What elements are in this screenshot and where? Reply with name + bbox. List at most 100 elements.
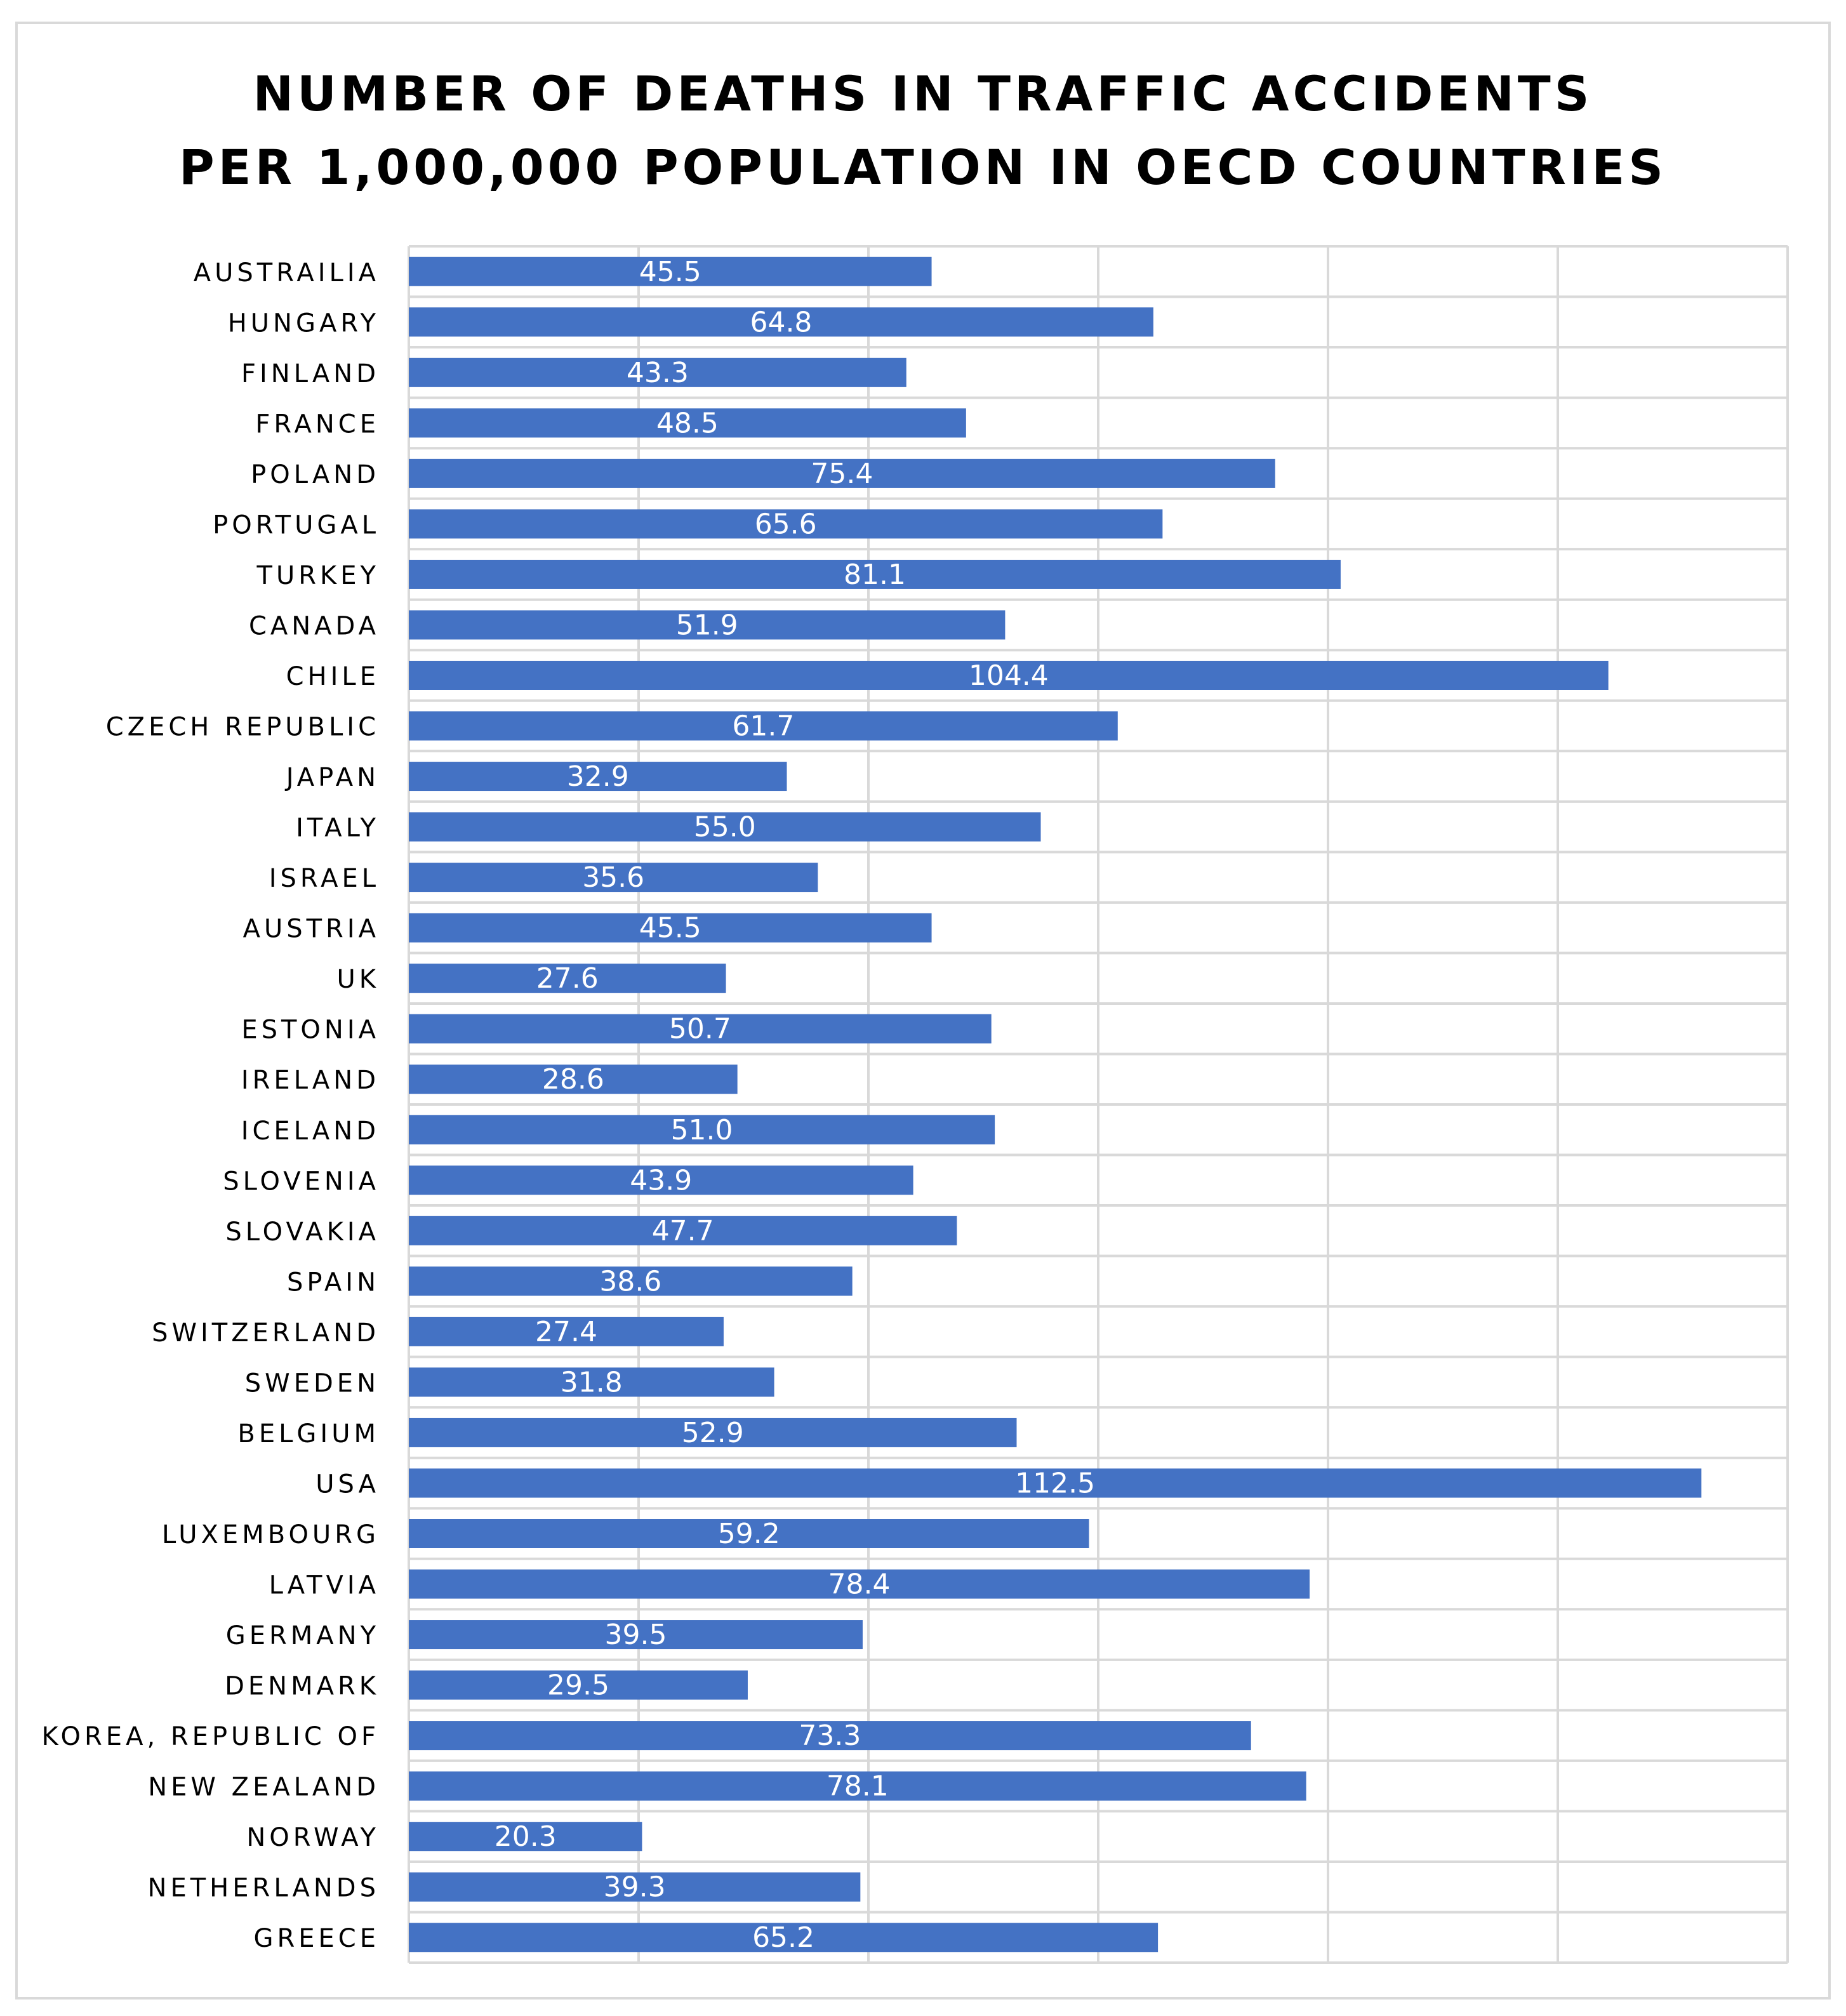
chart-title-line-2: PER 1,000,000 POPULATION IN OECD COUNTRI… <box>178 139 1667 196</box>
bar <box>409 1569 1310 1599</box>
category-label: JAPAN <box>284 763 380 792</box>
data-label: 47.7 <box>652 1215 714 1247</box>
data-label: 61.7 <box>732 710 794 743</box>
label-layer: 45.5 AUSTRAILIA 64.8 HUNGARY 43.3 FINLAND 48.5… <box>41 256 1095 1954</box>
category-label: SPAIN <box>287 1268 380 1297</box>
category-label: AUSTRIA <box>243 915 380 944</box>
category-label: ISRAEL <box>269 864 380 893</box>
category-label: SLOVENIA <box>223 1167 380 1196</box>
category-label: LUXEMBOURG <box>162 1520 380 1549</box>
bar <box>409 1266 853 1296</box>
chart-frame <box>15 22 1831 1999</box>
category-label: ITALY <box>296 814 380 843</box>
bar <box>409 1670 748 1700</box>
data-label: 31.8 <box>561 1366 623 1398</box>
chart-title: NUMBER OF DEATHS IN TRAFFIC ACCIDENTS PE… <box>0 57 1846 204</box>
data-label: 75.4 <box>811 458 873 490</box>
bar <box>409 1468 1702 1498</box>
category-label: SWITZERLAND <box>152 1318 380 1348</box>
bar <box>409 1115 995 1144</box>
bar <box>409 1872 861 1902</box>
category-label: GERMANY <box>226 1621 380 1650</box>
category-label: CANADA <box>249 611 380 640</box>
data-label: 50.7 <box>669 1013 731 1045</box>
category-label: CZECH REPUBLIC <box>106 713 380 742</box>
bar <box>409 1064 738 1094</box>
data-label: 104.4 <box>969 660 1049 692</box>
category-label: ESTONIA <box>241 1016 380 1045</box>
bar <box>409 964 726 993</box>
data-label: 38.6 <box>599 1265 661 1297</box>
data-label: 51.0 <box>671 1114 733 1146</box>
bar <box>409 1923 1159 1953</box>
category-label: FRANCE <box>255 409 380 439</box>
data-label: 45.5 <box>639 256 701 288</box>
bar <box>409 458 1275 488</box>
grid-layer <box>408 245 1789 1964</box>
data-label: 48.5 <box>656 407 719 439</box>
data-label: 78.4 <box>828 1568 891 1601</box>
data-label: 27.4 <box>535 1316 597 1348</box>
bar <box>409 1417 1017 1447</box>
data-label: 29.5 <box>547 1669 609 1702</box>
category-label: DENMARK <box>225 1672 380 1701</box>
chart-title-line-1: NUMBER OF DEATHS IN TRAFFIC ACCIDENTS <box>253 65 1593 122</box>
bar <box>409 1771 1306 1801</box>
data-label: 55.0 <box>694 811 756 844</box>
bar <box>409 913 932 943</box>
category-label: BELGIUM <box>237 1419 380 1449</box>
data-label: 35.6 <box>582 861 644 894</box>
bar <box>409 1316 724 1346</box>
bar <box>409 357 906 387</box>
bar <box>409 1620 863 1650</box>
category-label: NETHERLANDS <box>148 1874 380 1903</box>
data-label: 64.8 <box>750 306 812 338</box>
bar <box>409 1367 774 1397</box>
bar <box>409 812 1041 842</box>
category-label: LATVIA <box>269 1571 380 1600</box>
data-label: 20.3 <box>495 1820 557 1853</box>
data-label: 112.5 <box>1015 1467 1095 1499</box>
data-label: 73.3 <box>799 1720 861 1752</box>
bar <box>409 863 818 892</box>
data-label: 45.5 <box>639 912 701 945</box>
category-label: PORTUGAL <box>213 510 380 540</box>
category-label: AUSTRAILIA <box>194 258 380 288</box>
data-label: 78.1 <box>827 1770 889 1803</box>
bar-layer <box>409 256 1702 1953</box>
bar <box>409 307 1153 337</box>
data-label: 32.9 <box>567 760 629 793</box>
bar <box>409 1165 913 1195</box>
bar <box>409 1822 642 1852</box>
bar <box>409 1216 957 1245</box>
bar <box>409 408 966 438</box>
data-label: 43.3 <box>627 357 689 389</box>
category-label: UK <box>336 965 380 994</box>
data-label: 39.3 <box>604 1871 666 1904</box>
category-label: IRELAND <box>241 1066 380 1095</box>
category-label: POLAND <box>251 460 380 489</box>
data-label: 27.6 <box>536 962 599 995</box>
data-label: 43.9 <box>630 1164 692 1197</box>
category-label: CHILE <box>286 662 380 691</box>
category-label: HUNGARY <box>228 308 380 338</box>
data-label: 81.1 <box>844 559 906 591</box>
bar <box>409 711 1118 741</box>
category-label: SWEDEN <box>245 1369 380 1398</box>
category-label: GREECE <box>253 1924 380 1953</box>
data-label: 65.2 <box>752 1921 814 1954</box>
category-label: NEW ZEALAND <box>148 1773 380 1802</box>
category-label: FINLAND <box>241 359 380 388</box>
category-label: TURKEY <box>256 561 380 590</box>
data-label: 52.9 <box>682 1417 744 1449</box>
bar <box>409 762 787 792</box>
category-label: KOREA, REPUBLIC OF <box>41 1722 380 1751</box>
bar <box>409 1519 1089 1548</box>
data-label: 28.6 <box>542 1063 604 1096</box>
data-label: 65.6 <box>755 508 817 540</box>
data-label: 59.2 <box>718 1518 780 1550</box>
bar <box>409 610 1006 640</box>
bar <box>409 559 1341 589</box>
bar <box>409 1014 992 1044</box>
